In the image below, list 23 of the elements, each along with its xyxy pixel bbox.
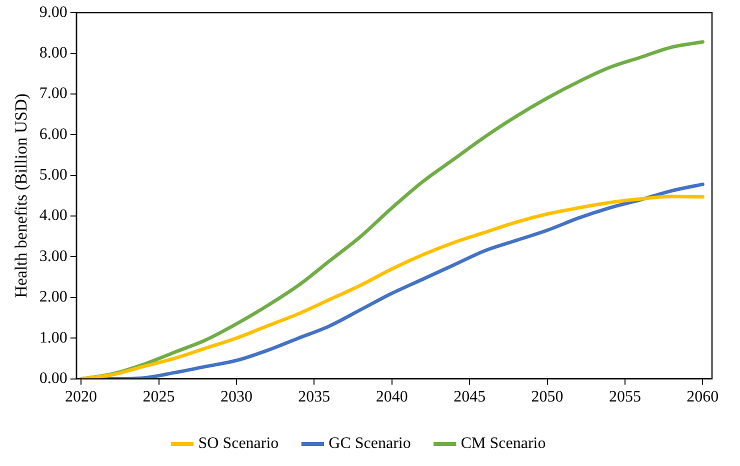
x-tick-label: 2050 [531,388,564,406]
legend-label: CM Scenario [460,435,546,452]
y-tick-label: 8.00 [39,44,68,62]
x-tick-label: 2040 [376,388,408,406]
y-tick-label: 4.00 [39,207,68,224]
legend-label: GC Scenario [328,435,411,452]
y-tick-label: 9.00 [39,4,68,21]
x-tick-label: 2035 [298,388,330,406]
y-axis-title: Health benefits (Billion USD) [12,93,31,298]
y-tick-label: 6.00 [39,126,68,143]
x-tick-label: 2060 [686,388,719,406]
y-tick-label: 5.00 [39,166,68,184]
y-tick-label: 7.00 [39,85,68,102]
x-tick-label: 2020 [65,388,98,406]
y-tick-label: 1.00 [39,329,68,346]
x-tick-label: 2025 [142,388,175,406]
y-tick-label: 2.00 [39,288,68,306]
x-tick-label: 2055 [608,388,641,406]
x-tick-label: 2045 [454,388,486,406]
y-tick-label: 0.00 [39,370,68,388]
legend-label: SO Scenario [198,435,279,452]
x-tick-label: 2030 [220,388,252,406]
y-tick-label: 3.00 [39,248,68,265]
